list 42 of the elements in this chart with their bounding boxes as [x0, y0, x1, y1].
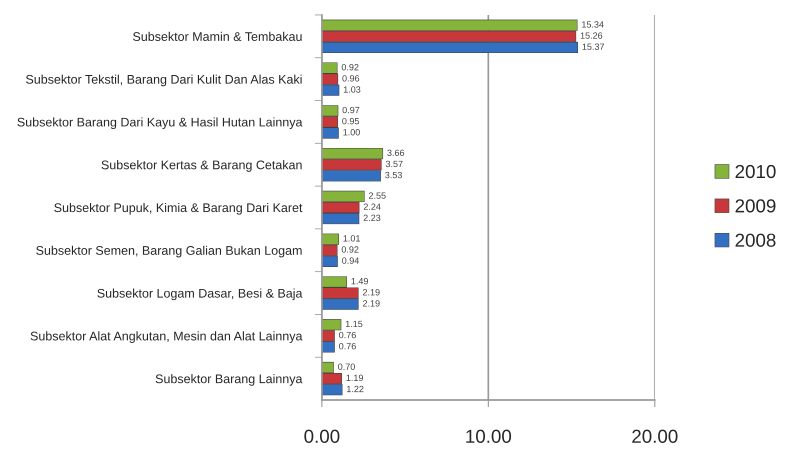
y-tick-label: Subsektor Alat Angkutan, Mesin dan Alat Lainnya [30, 331, 302, 343]
data-label: 2.19 [362, 300, 380, 307]
x-tick-label: 0.00 [304, 430, 340, 443]
data-label: 0.96 [342, 75, 360, 82]
data-label: 15.37 [582, 43, 604, 50]
data-label: 2.19 [362, 289, 380, 296]
data-label: 0.70 [338, 364, 355, 370]
legend-label: 2010 [736, 164, 776, 178]
data-label: 0.92 [342, 64, 358, 70]
x-tick-label: 10.00 [466, 430, 512, 443]
legend-label: 2009 [736, 199, 776, 213]
x-tick-label: 20.00 [632, 430, 678, 443]
y-tick-label: Subsektor Pupuk, Kimia & Barang Dari Karet [54, 202, 302, 215]
data-label: 1.15 [346, 320, 362, 328]
data-label: 1.03 [344, 86, 360, 93]
data-label: 0.92 [342, 246, 358, 253]
y-tick-label: Subsektor Barang Lainnya [156, 374, 302, 386]
data-label: 1.49 [352, 278, 368, 284]
data-label: 1.19 [346, 374, 363, 382]
data-label: 3.53 [385, 172, 402, 178]
data-label: 15.26 [580, 32, 602, 39]
legend-label: 2008 [736, 234, 776, 247]
data-label: 1.01 [344, 235, 360, 242]
data-label: 0.76 [339, 332, 356, 338]
data-label: 0.97 [342, 106, 360, 114]
data-label: 2.55 [368, 192, 386, 199]
data-label: 1.00 [343, 129, 360, 136]
data-label: 1.22 [347, 386, 364, 392]
data-label: 3.66 [387, 150, 404, 156]
data-label: 2.24 [364, 204, 381, 210]
data-label: 15.34 [582, 21, 604, 28]
y-tick-label: Subsektor Semen, Barang Galian Bukan Logam [36, 246, 302, 258]
data-label: 0.95 [342, 118, 360, 124]
y-tick-label: Subsektor Tekstil, Barang Dari Kulit Dan Alas Kaki [26, 74, 302, 86]
y-tick-label: Subsektor Logam Dasar, Besi & Baja [97, 288, 302, 300]
data-label: 0.94 [342, 257, 359, 264]
data-label: 0.76 [339, 342, 356, 350]
data-label: 2.23 [364, 214, 380, 222]
y-tick-label: Subsektor Kertas & Barang Cetakan [102, 160, 302, 172]
y-tick-label: Subsektor Mamin & Tembakau [133, 32, 302, 41]
data-label: 3.57 [386, 160, 403, 168]
y-tick-label: Subsektor Barang Dari Kayu & Hasil Hutan Lainnya [17, 117, 302, 130]
